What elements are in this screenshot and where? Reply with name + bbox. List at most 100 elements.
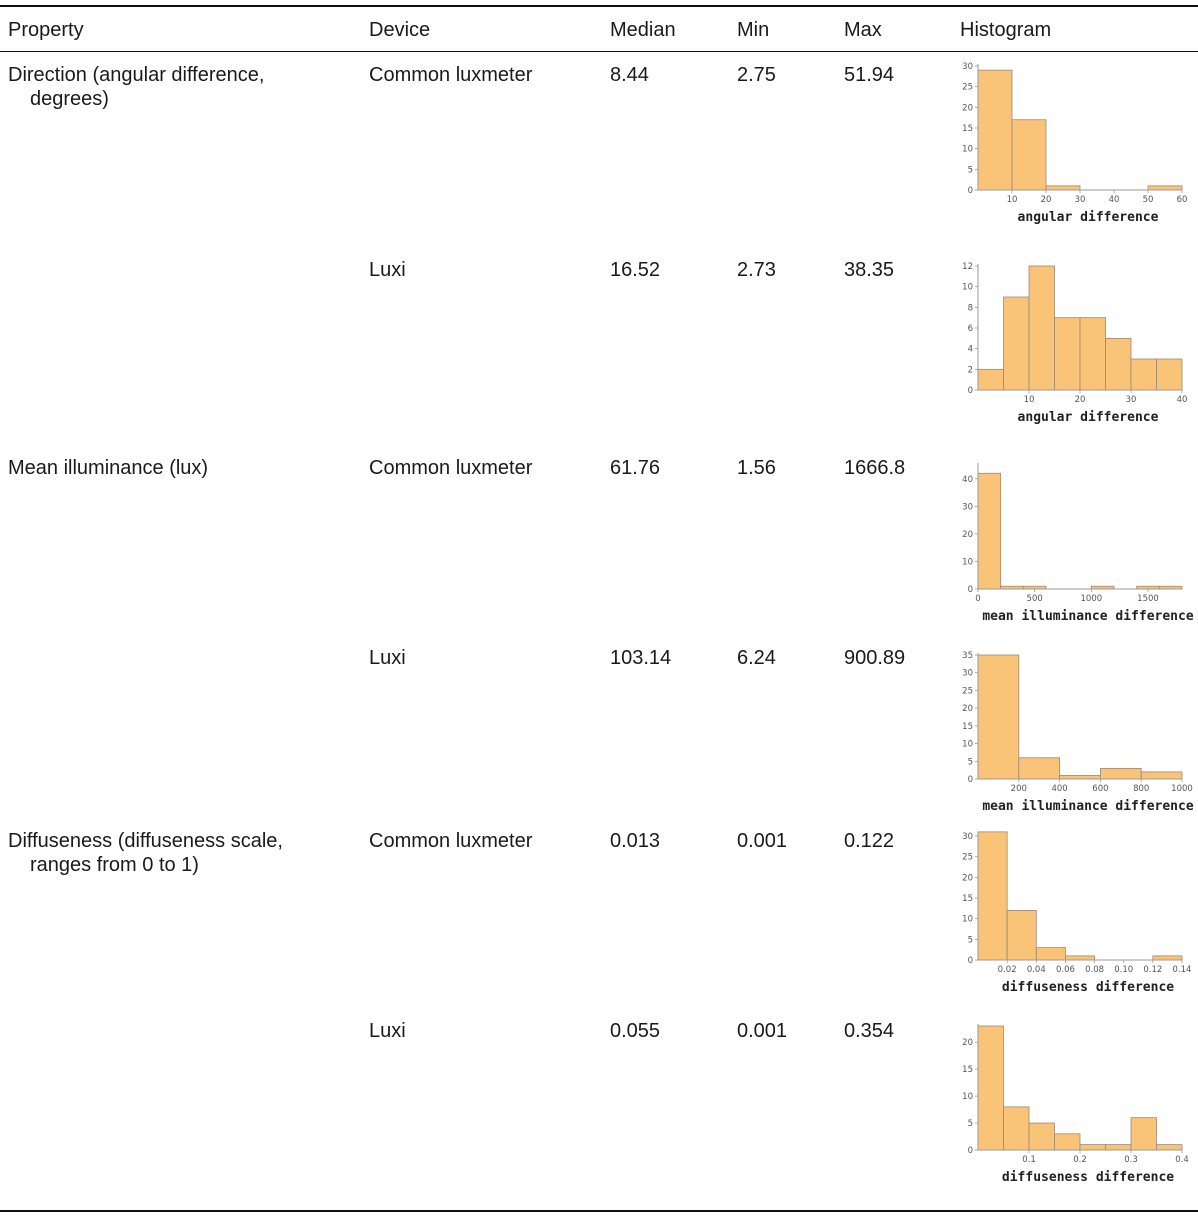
histogram-bar xyxy=(1130,358,1157,391)
x-tick-label: 0.12 xyxy=(1143,965,1162,975)
table-header-rule xyxy=(0,51,1198,52)
row-max: 900.89 xyxy=(844,647,906,669)
histogram-svg: 0 5 10 15 20 25 30 0.02 0.04 0.06 0.08 0.10 0.12 0.14… xyxy=(962,831,1191,995)
histogram-bar xyxy=(977,1025,1004,1151)
row-min: 0.001 xyxy=(737,830,788,852)
y-tick-label: 10 xyxy=(962,740,973,750)
histogram-bar xyxy=(977,368,1004,391)
histogram-bar xyxy=(977,69,1013,191)
y-tick-label: 4 xyxy=(968,345,973,355)
histogram-svg: 0 2 4 6 8 10 12 10 20 30 40 angular difference xyxy=(962,262,1188,425)
x-tick-label: 0.04 xyxy=(1027,965,1046,975)
y-tick-label: 5 xyxy=(968,935,973,945)
histogram-bar xyxy=(1156,1144,1183,1151)
row-property: Direction (angular difference, degrees) xyxy=(8,63,264,111)
y-tick-label: 20 xyxy=(962,704,973,714)
x-tick-label: 30 xyxy=(1126,395,1137,405)
row-device: Common luxmeter xyxy=(369,64,533,86)
y-tick-label: 20 xyxy=(962,103,973,113)
y-tick-label: 30 xyxy=(962,832,973,842)
histogram-bar xyxy=(1059,775,1101,780)
row-min: 1.56 xyxy=(737,457,776,479)
row-max: 51.94 xyxy=(844,64,895,86)
y-tick-label: 15 xyxy=(962,124,973,134)
header-max: Max xyxy=(844,19,882,41)
histogram-bar xyxy=(1065,955,1095,961)
y-tick-label: 10 xyxy=(962,557,973,567)
x-tick-label: 0.02 xyxy=(998,965,1017,975)
row-property: Diffuseness (diffuseness scale, ranges f… xyxy=(8,829,283,877)
x-tick-label: 200 xyxy=(1011,784,1027,794)
histogram-bar xyxy=(1035,947,1066,961)
row-device: Common luxmeter xyxy=(369,830,533,852)
y-tick-label: 30 xyxy=(962,502,973,512)
histogram-bar xyxy=(1018,757,1061,780)
row-max: 38.35 xyxy=(844,259,895,281)
x-tick-label: 0.1 xyxy=(1022,1155,1036,1165)
histogram-svg: 0 5 10 15 20 25 30 35 200 400 600 800 1000 mean illum… xyxy=(962,651,1194,814)
header-histogram: Histogram xyxy=(960,19,1052,41)
histogram-bar xyxy=(1105,1144,1132,1151)
x-tick-label: 50 xyxy=(1143,195,1154,205)
y-tick-label: 20 xyxy=(962,873,973,883)
y-tick-label: 10 xyxy=(962,915,973,925)
y-tick-label: 0 xyxy=(968,775,973,785)
x-tick-label: 20 xyxy=(1041,195,1052,205)
x-tick-label: 60 xyxy=(1177,195,1188,205)
y-tick-label: 8 xyxy=(968,303,973,313)
y-tick-label: 5 xyxy=(968,165,973,175)
histogram-bar xyxy=(1003,296,1030,391)
row-median: 0.013 xyxy=(610,830,661,852)
histogram-bar xyxy=(1156,358,1183,391)
histogram-svg: 0 5 10 15 20 25 30 10 20 30 40 50 60 angular differen… xyxy=(962,62,1188,225)
histogram-bar xyxy=(1028,1122,1055,1151)
x-tick-label: 0.08 xyxy=(1085,965,1104,975)
y-tick-label: 5 xyxy=(968,1119,973,1129)
histogram-bar xyxy=(977,831,1008,961)
x-tick-label: 10 xyxy=(1024,395,1035,405)
histogram-bar xyxy=(1147,185,1183,191)
y-tick-label: 6 xyxy=(968,324,973,334)
histogram-bar xyxy=(1011,119,1047,191)
y-tick-label: 40 xyxy=(962,475,973,485)
histogram-bar xyxy=(1045,185,1081,191)
x-tick-label: 40 xyxy=(1177,395,1188,405)
histogram-bar xyxy=(1006,910,1037,961)
histogram-bar xyxy=(977,654,1020,780)
x-tick-label: 40 xyxy=(1109,195,1120,205)
x-tick-label: 1500 xyxy=(1137,594,1159,604)
y-tick-label: 0 xyxy=(968,186,973,196)
x-tick-label: 0.2 xyxy=(1073,1155,1087,1165)
x-tick-label: 10 xyxy=(1007,195,1018,205)
y-tick-label: 25 xyxy=(962,83,973,93)
y-tick-label: 15 xyxy=(962,1065,973,1075)
x-axis-label: mean illuminance difference xyxy=(982,799,1193,814)
property-line: Diffuseness (diffuseness scale, xyxy=(8,830,283,852)
y-tick-label: 25 xyxy=(962,686,973,696)
header-min: Min xyxy=(737,19,770,41)
property-line: Direction (angular difference, xyxy=(8,64,265,86)
y-tick-label: 2 xyxy=(968,365,973,375)
x-tick-label: 500 xyxy=(1027,594,1043,604)
x-axis-label: mean illuminance difference xyxy=(982,609,1193,624)
histogram-bar xyxy=(1130,1117,1157,1151)
y-tick-label: 15 xyxy=(962,722,973,732)
y-tick-label: 30 xyxy=(962,62,973,72)
x-axis-label: diffuseness difference xyxy=(1002,1170,1174,1185)
x-axis-label: angular difference xyxy=(1018,210,1159,225)
histogram-bar xyxy=(977,472,1002,590)
x-axis-label: diffuseness difference xyxy=(1002,980,1174,995)
row-device: Luxi xyxy=(369,259,406,281)
histogram-direction-common-luxmeter: 0 5 10 15 20 25 30 10 20 30 40 50 60 angular differen… xyxy=(950,58,1190,230)
property-line: ranges from 0 to 1) xyxy=(30,854,199,876)
y-tick-label: 0 xyxy=(968,1146,973,1156)
y-tick-label: 35 xyxy=(962,651,973,661)
histogram-bar xyxy=(1105,337,1132,391)
row-median: 8.44 xyxy=(610,64,649,86)
y-tick-label: 10 xyxy=(962,283,973,293)
x-axis-label: angular difference xyxy=(1018,410,1159,425)
row-device: Luxi xyxy=(369,647,406,669)
table-top-rule xyxy=(0,5,1198,7)
y-tick-label: 0 xyxy=(968,585,973,595)
row-min: 6.24 xyxy=(737,647,776,669)
